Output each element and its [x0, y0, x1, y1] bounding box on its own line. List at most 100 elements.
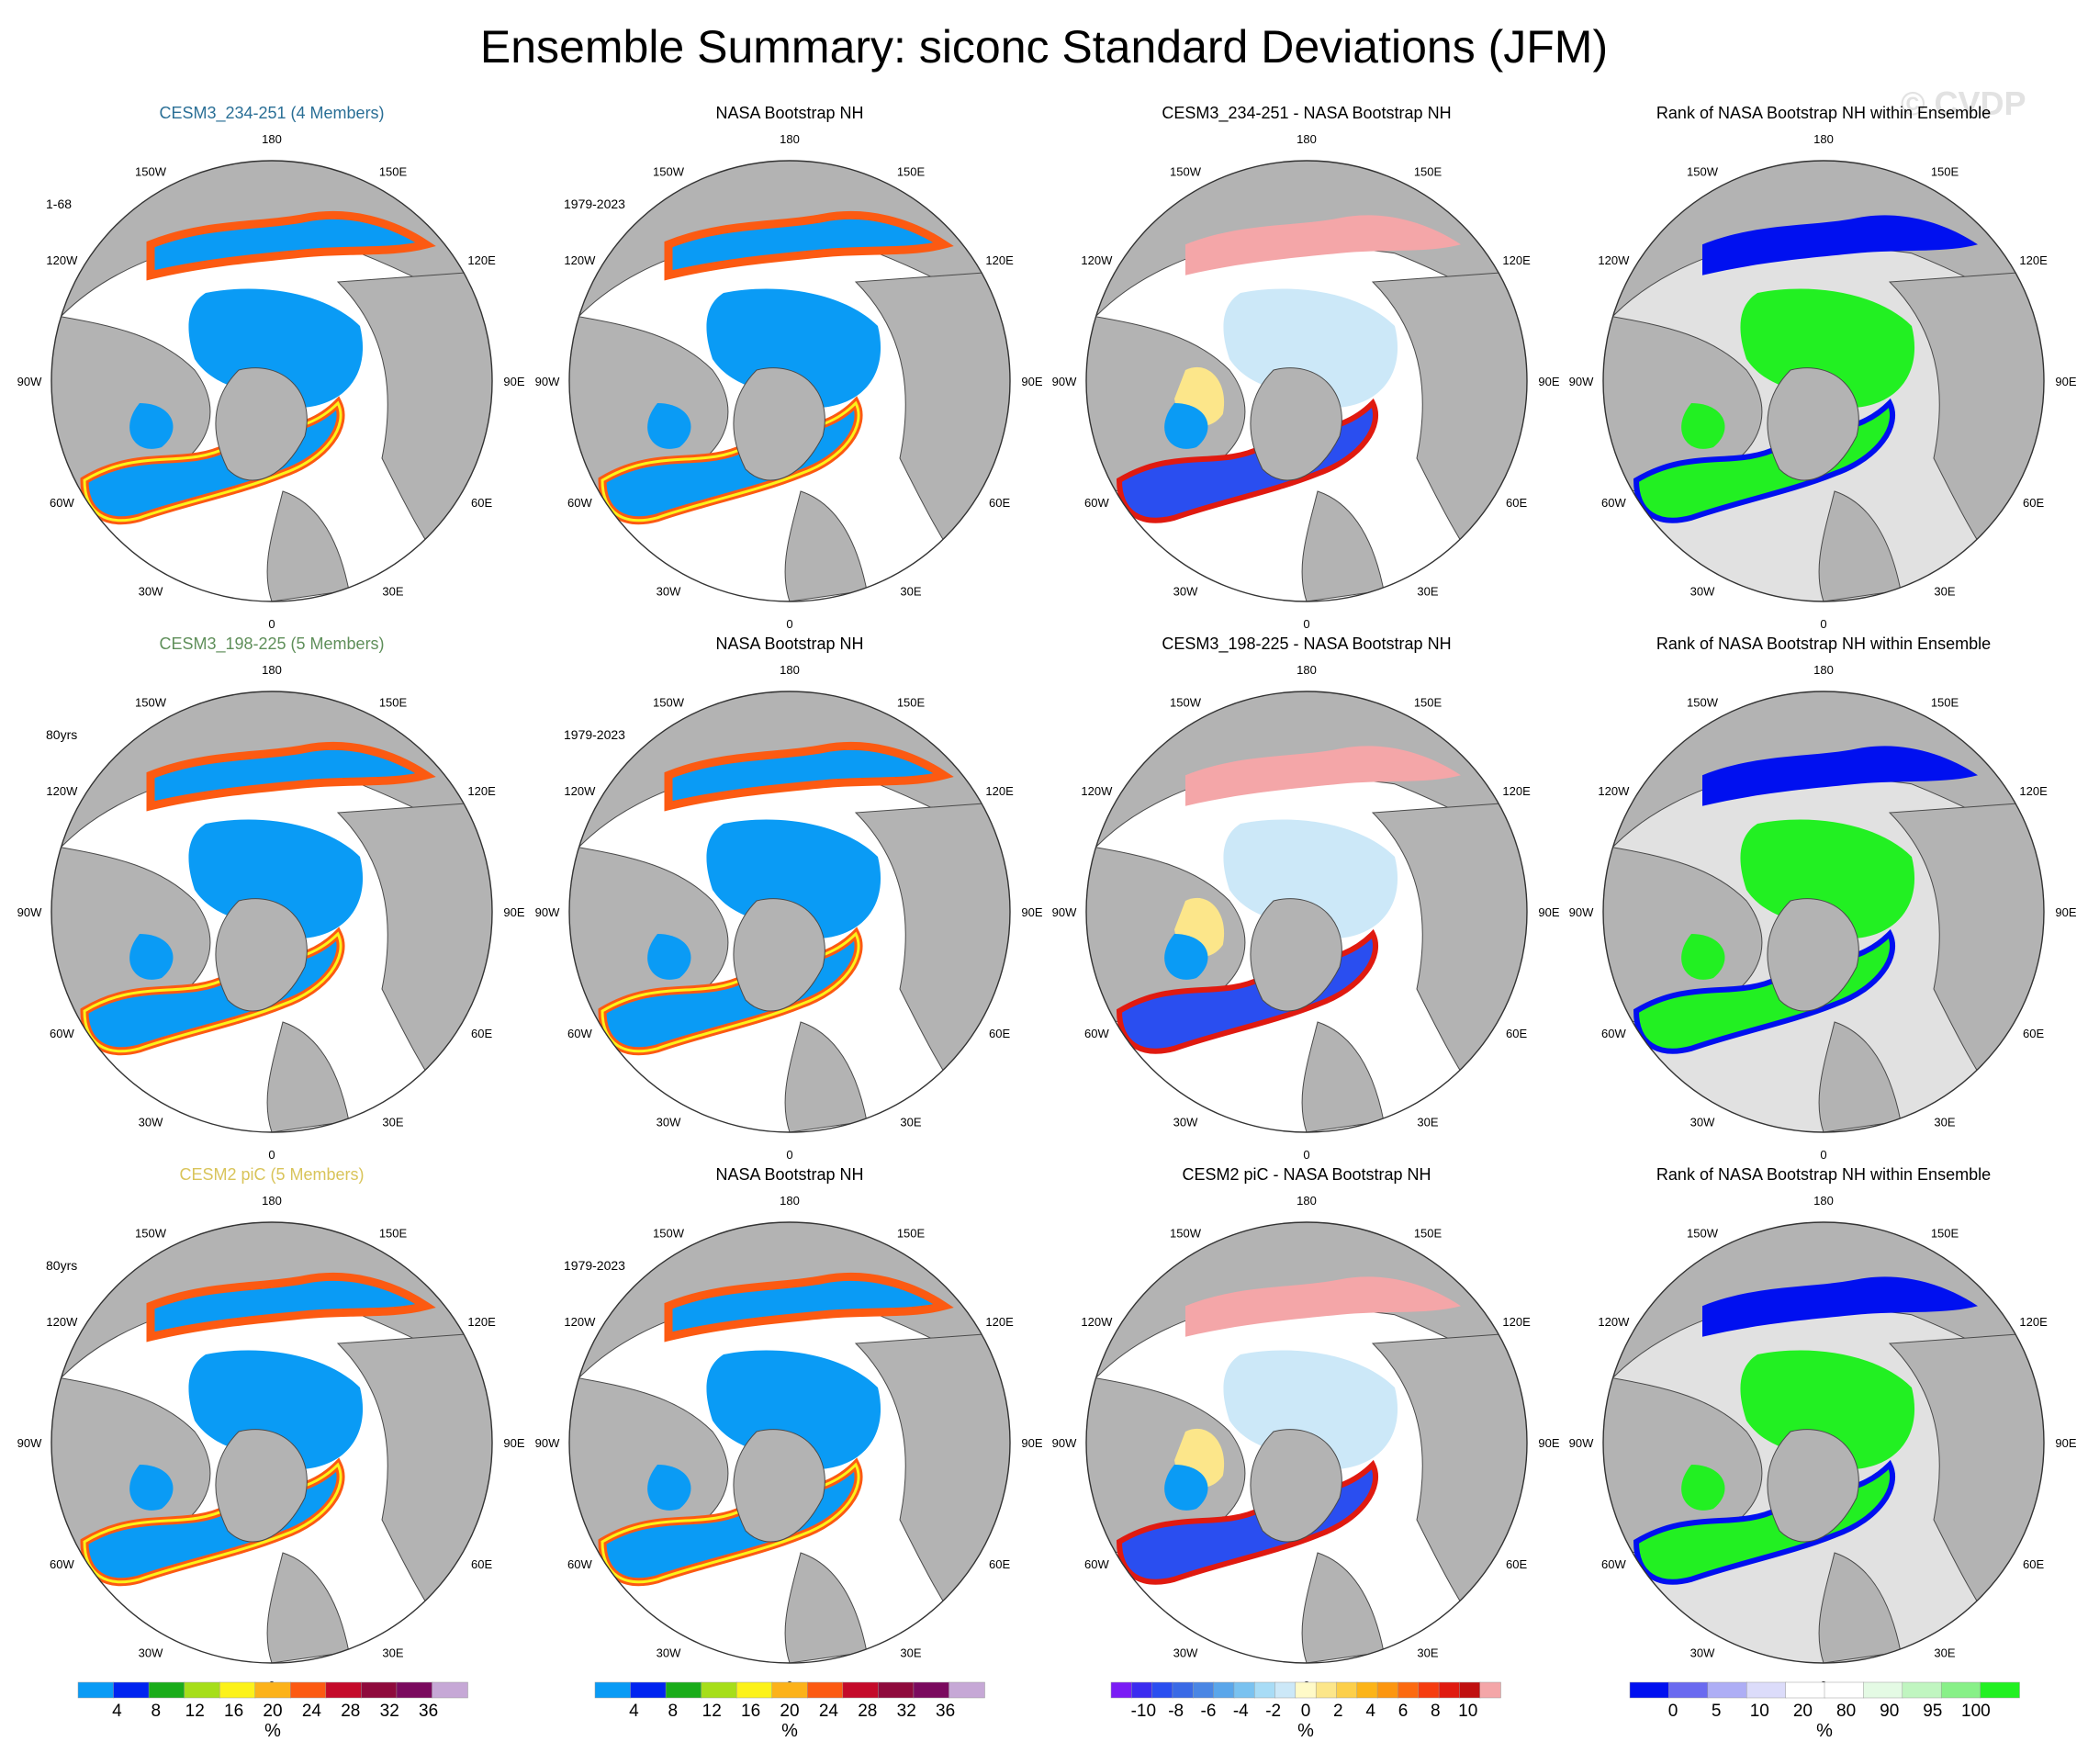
colorbar-tick-label: 0 [1668, 1702, 1678, 1721]
hudson-bay-ice [647, 403, 691, 449]
colorbar-swatch [1418, 1681, 1440, 1699]
lon-label-150e: 150E [1931, 695, 1959, 709]
lon-label-60w: 60W [1084, 1557, 1109, 1571]
lon-label-150e: 150E [897, 695, 926, 709]
lon-label-30w: 30W [1690, 1116, 1715, 1129]
land-greenland [733, 1429, 825, 1543]
year-range-label: 1979-2023 [564, 727, 625, 742]
colorbar-tick-label: 90 [1880, 1702, 1899, 1721]
ice-variability-ring [83, 931, 342, 1053]
colorbar-swatch [396, 1681, 433, 1699]
rank-pacific-edge [1702, 215, 1978, 275]
colorbar-4: 0 5 10 20 80 90 95 100% [1629, 1681, 2020, 1741]
lon-label-150e: 150E [1414, 1226, 1443, 1240]
lon-label-60w: 60W [567, 1027, 592, 1040]
panel-title: Rank of NASA Bootstrap NH within Ensembl… [1656, 635, 1991, 653]
lon-label-150e: 150E [897, 164, 926, 178]
lon-label-180: 180 [262, 1194, 282, 1208]
lon-label-90w: 90W [17, 1436, 42, 1450]
ice-variability-core-pacific [146, 1272, 436, 1343]
colorbar-swatch [1940, 1681, 1981, 1699]
lon-label-0: 0 [268, 617, 275, 631]
colorbar-swatch [254, 1681, 291, 1699]
lon-label-30e: 30E [1934, 585, 1955, 599]
land-greenland [1767, 898, 1859, 1012]
lon-label-120w: 120W [1598, 784, 1630, 798]
lon-label-30w: 30W [1173, 1646, 1198, 1660]
map-panel-r3-c1: 180150E120E90E60E30E030W60W90W120W150WCE… [17, 1165, 525, 1692]
lon-label-30e: 30E [1934, 1116, 1955, 1129]
lon-label-60e: 60E [1506, 496, 1527, 510]
lon-label-150w: 150W [653, 695, 685, 709]
cvdp-watermark: © CVDP [1901, 84, 2026, 122]
map-panel-r3-c3: 180150E120E90E60E30E030W60W90W120W150WCE… [1052, 1165, 1560, 1692]
year-range-label: 80yrs [46, 727, 77, 742]
lon-label-30e: 30E [382, 1116, 403, 1129]
colorbar-swatch [184, 1681, 220, 1699]
colorbar-swatch [1824, 1681, 1865, 1699]
colorbar-tick-label: 12 [185, 1702, 205, 1721]
colorbar-tick-label: -6 [1201, 1702, 1217, 1721]
lon-label-60w: 60W [50, 496, 74, 510]
lon-label-90e: 90E [1538, 1436, 1559, 1450]
lon-label-90e: 90E [2055, 375, 2076, 388]
land-greenland [215, 898, 308, 1012]
colorbar-swatch [665, 1681, 702, 1699]
diff-atlantic-positive [1116, 1459, 1379, 1585]
lon-label-30w: 30W [139, 585, 163, 599]
lon-label-120w: 120W [46, 253, 78, 267]
diff-pacific-edge [1185, 746, 1461, 806]
colorbar-swatch [1668, 1681, 1709, 1699]
map-border [51, 160, 493, 602]
land-europe [1818, 1021, 1902, 1132]
colorbar-tick-label: 4 [1365, 1702, 1375, 1721]
rank-atlantic-low [1633, 928, 1896, 1054]
lon-label-30w: 30W [657, 585, 681, 599]
lon-label-150w: 150W [1687, 164, 1719, 178]
lon-label-150e: 150E [379, 164, 408, 178]
lon-label-150e: 150E [1931, 164, 1959, 178]
lon-label-180: 180 [262, 663, 282, 677]
colorbar-unit: % [781, 1721, 798, 1741]
colorbar-swatch [1131, 1681, 1153, 1699]
lon-label-120e: 120E [985, 253, 1014, 267]
colorbar-tick-label: 2 [1333, 1702, 1343, 1721]
land-greenland [1250, 898, 1342, 1012]
lon-label-90w: 90W [1052, 905, 1077, 919]
lon-label-30e: 30E [382, 585, 403, 599]
colorbar-tick-label: 36 [419, 1702, 438, 1721]
lon-label-120e: 120E [2019, 253, 2048, 267]
lon-label-60w: 60W [1084, 496, 1109, 510]
lon-label-0: 0 [786, 617, 792, 631]
lon-label-90w: 90W [1569, 1436, 1594, 1450]
lon-label-90e: 90E [1538, 905, 1559, 919]
colorbar-unit: % [1816, 1721, 1833, 1741]
lon-label-150w: 150W [1170, 164, 1202, 178]
lon-label-60e: 60E [989, 1027, 1010, 1040]
lon-label-30e: 30E [1417, 585, 1438, 599]
colorbar-swatch [1213, 1681, 1235, 1699]
lon-label-30w: 30W [139, 1646, 163, 1660]
lon-label-60e: 60E [471, 1557, 492, 1571]
colorbar-swatch [361, 1681, 398, 1699]
lon-label-120w: 120W [46, 784, 78, 798]
lon-label-150w: 150W [1687, 695, 1719, 709]
colorbar-swatch [630, 1681, 667, 1699]
hudson-bay-ice [1681, 403, 1725, 449]
hudson-bay-ice [647, 934, 691, 980]
colorbar-swatch [113, 1681, 150, 1699]
colorbar-swatch [1785, 1681, 1825, 1699]
colorbar-tick-label: 20 [780, 1702, 799, 1721]
colorbar-swatch [1151, 1681, 1173, 1699]
colorbar-swatch [290, 1681, 327, 1699]
panel-title: CESM3_198-225 (5 Members) [159, 635, 384, 654]
ice-variability-ring [83, 1462, 342, 1584]
lon-label-150w: 150W [135, 164, 167, 178]
lon-label-150e: 150E [379, 1226, 408, 1240]
panel-title: Rank of NASA Bootstrap NH within Ensembl… [1656, 1165, 1991, 1184]
lon-label-120e: 120E [1502, 253, 1531, 267]
colorbar-swatch [807, 1681, 844, 1699]
lon-label-120e: 120E [985, 784, 1014, 798]
colorbar-unit: % [264, 1721, 281, 1741]
map-panel-r1-c1: 180 150E 120E 90E 60E 30E 0 30W 60W 90W 120W 150W CE… [17, 104, 525, 631]
